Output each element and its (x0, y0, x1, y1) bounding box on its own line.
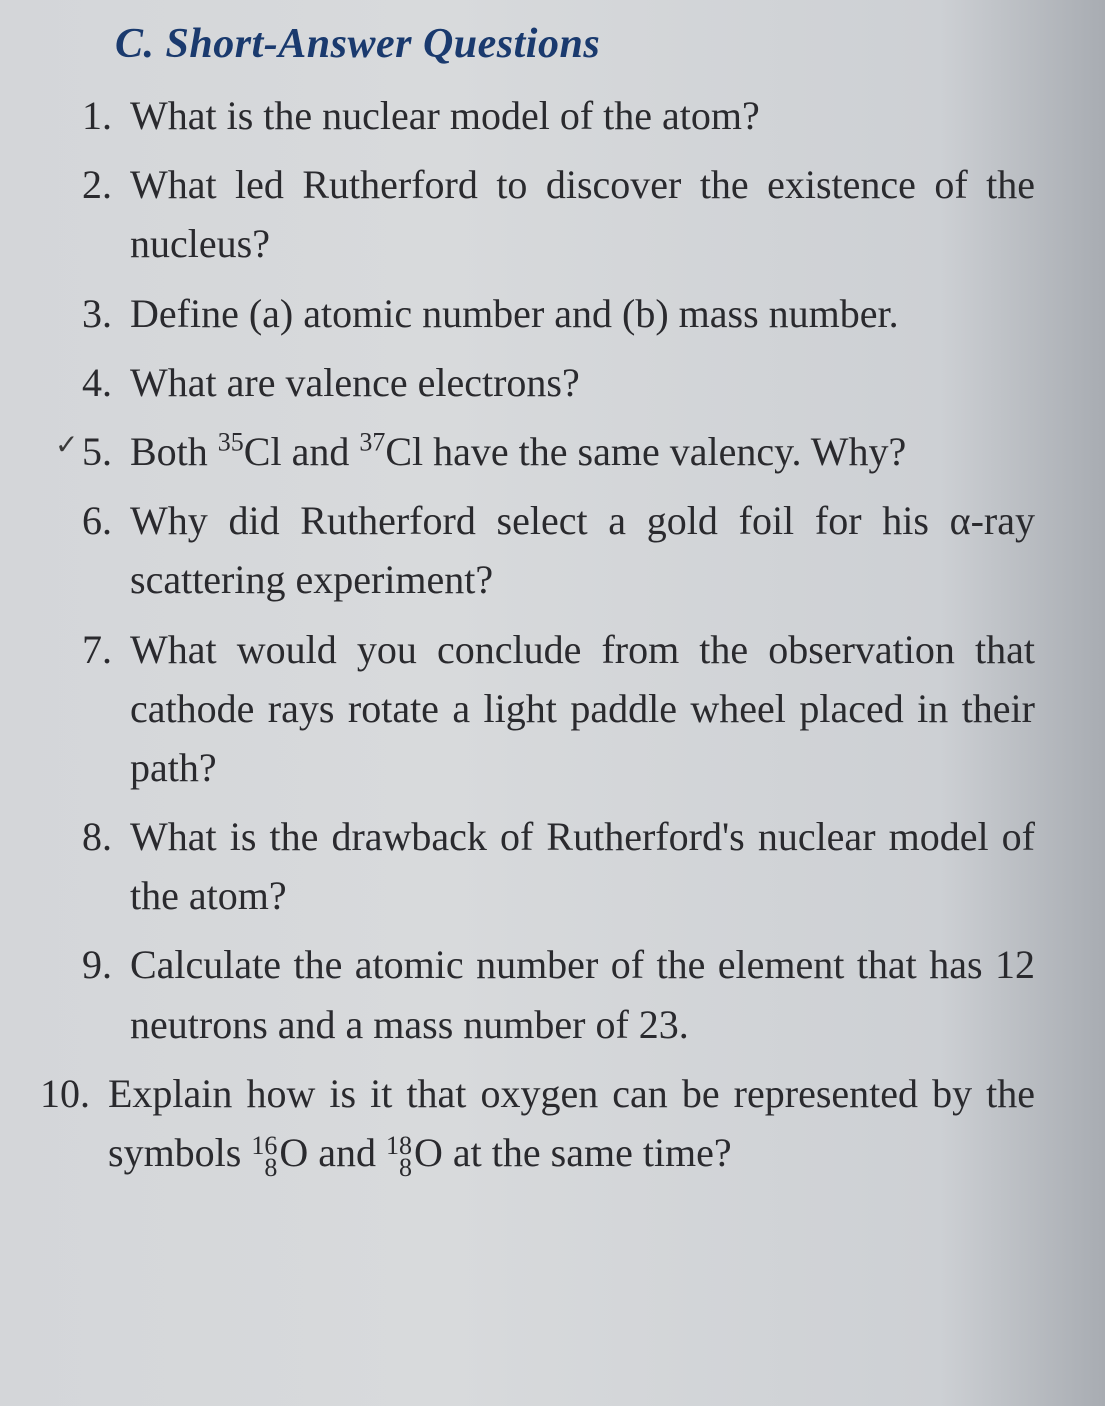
question-number: 1. (40, 86, 130, 145)
q5-sup1: 35 (218, 428, 244, 457)
q5-post: have the same valency. Why? (423, 429, 906, 474)
question-text: What are valence electrons? (130, 353, 1045, 412)
question-text: Why did Rutherford select a gold foil fo… (130, 491, 1045, 609)
q10-el1: O (279, 1130, 308, 1175)
isotope-symbol: 188O (386, 1123, 443, 1182)
question-item: 8. What is the drawback of Rutherford's … (40, 807, 1045, 925)
question-number: 6. (40, 491, 130, 550)
question-item: 7. What would you conclude from the obse… (40, 620, 1045, 798)
section-label: C. (115, 21, 155, 67)
question-number: 8. (40, 807, 130, 866)
q5-mid: and (282, 429, 360, 474)
question-item: 10. Explain how is it that oxygen can be… (40, 1064, 1045, 1182)
question-text: What is the drawback of Rutherford's nuc… (130, 807, 1045, 925)
q10-bot1: 8 (251, 1157, 277, 1179)
q10-mid: and (308, 1130, 386, 1175)
question-item: 9. Calculate the atomic number of the el… (40, 935, 1045, 1053)
question-number: 7. (40, 620, 130, 679)
question-text: Explain how is it that oxygen can be rep… (108, 1064, 1045, 1182)
isotope-symbol: 168O (251, 1123, 308, 1182)
question-item: 5. Both 35Cl and 37Cl have the same vale… (40, 422, 1045, 481)
section-title: Short-Answer Questions (166, 21, 601, 67)
question-text: Define (a) atomic number and (b) mass nu… (130, 284, 1045, 343)
q5-el2: Cl (385, 429, 423, 474)
question-number: 4. (40, 353, 130, 412)
question-item: 6. Why did Rutherford select a gold foil… (40, 491, 1045, 609)
question-number: 10. (40, 1064, 108, 1123)
question-number: 3. (40, 284, 130, 343)
question-list: 1. What is the nuclear model of the atom… (40, 86, 1045, 1182)
q5-pre: Both (130, 429, 218, 474)
question-number: 2. (40, 155, 130, 214)
section-heading: C. Short-Answer Questions (115, 20, 1045, 68)
question-item: 1. What is the nuclear model of the atom… (40, 86, 1045, 145)
question-item: 2. What led Rutherford to discover the e… (40, 155, 1045, 273)
question-text: What led Rutherford to discover the exis… (130, 155, 1045, 273)
question-text: What is the nuclear model of the atom? (130, 86, 1045, 145)
tick-mark-icon: ✓ (55, 428, 78, 462)
q10-bot2: 8 (386, 1157, 412, 1179)
question-text: Both 35Cl and 37Cl have the same valency… (130, 422, 1045, 481)
q5-sup2: 37 (359, 428, 385, 457)
q10-el2: O (414, 1130, 443, 1175)
q5-el1: Cl (244, 429, 282, 474)
question-item: 3. Define (a) atomic number and (b) mass… (40, 284, 1045, 343)
question-number: 9. (40, 935, 130, 994)
question-item: 4. What are valence electrons? (40, 353, 1045, 412)
question-text: Calculate the atomic number of the eleme… (130, 935, 1045, 1053)
question-text: What would you conclude from the observa… (130, 620, 1045, 798)
question-number: 5. (40, 422, 130, 481)
q10-post: at the same time? (443, 1130, 732, 1175)
